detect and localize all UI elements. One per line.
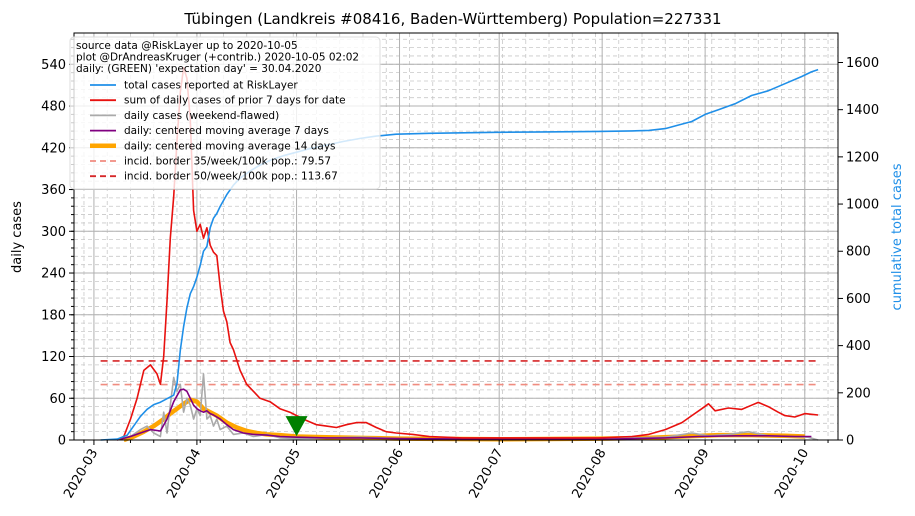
y-tick-label-right: 600	[846, 292, 871, 307]
right-axis: 0 200 400 600 800 1000 1200 1400 1600	[838, 56, 879, 449]
legend-header-line: source data @RiskLayer up to 2020-10-05	[76, 40, 298, 52]
legend-entry-label: daily cases (weekend-flawed)	[124, 110, 279, 122]
y-tick-label-left: 420	[41, 141, 66, 156]
y-tick-label-left: 180	[41, 308, 66, 323]
y-tick-label-right: 800	[846, 245, 871, 260]
legend-entry-label: incid. border 35/week/100k pop.: 79.57	[124, 156, 331, 168]
legend-entry-label: incid. border 50/week/100k pop.: 113.67	[124, 171, 338, 183]
legend-entry-label: daily: centered moving average 14 days	[124, 140, 336, 152]
chart-title: Tübingen (Landkreis #08416, Baden-Württe…	[183, 10, 721, 28]
series-line-2	[116, 373, 819, 441]
y-tick-label-right: 200	[846, 386, 871, 401]
series-layer	[100, 67, 819, 443]
y-tick-label-right: 400	[846, 339, 871, 354]
legend-box	[69, 36, 381, 190]
y-tick-label-left: 540	[41, 58, 66, 73]
legend-entry-label: daily: centered moving average 7 days	[124, 125, 329, 137]
expectation-day-marker	[285, 416, 308, 437]
y-tick-label-right: 1200	[846, 150, 879, 165]
y-axis-label-left: daily cases	[10, 201, 25, 273]
marker-layer	[285, 416, 308, 437]
y-tick-label-left: 60	[49, 392, 66, 407]
y-tick-label-left: 0	[58, 434, 66, 449]
legend-entry-label: total cases reported at RiskLayer	[124, 80, 298, 92]
y-tick-label-right: 0	[846, 434, 854, 449]
y-tick-label-right: 1000	[846, 198, 879, 213]
legend-entry-label: sum of daily cases of prior 7 days for d…	[124, 95, 346, 107]
y-tick-label-left: 120	[41, 350, 66, 365]
y-tick-label-left: 480	[41, 100, 66, 115]
y-tick-label-left: 360	[41, 183, 66, 198]
legend: source data @RiskLayer up to 2020-10-05p…	[69, 36, 381, 190]
y-tick-label-right: 1400	[846, 103, 879, 118]
y-tick-label-right: 1600	[846, 56, 879, 71]
series-line-3	[116, 388, 812, 441]
y-tick-label-left: 240	[41, 267, 66, 282]
y-axis-label-right: cumulative total cases	[890, 163, 905, 310]
legend-header-line: daily: (GREEN) 'expectation day' = 30.04…	[76, 63, 321, 75]
legend-header-line: plot @DrAndreasKruger (+contrib.) 2020-1…	[76, 52, 359, 64]
y-tick-label-left: 300	[41, 225, 66, 240]
